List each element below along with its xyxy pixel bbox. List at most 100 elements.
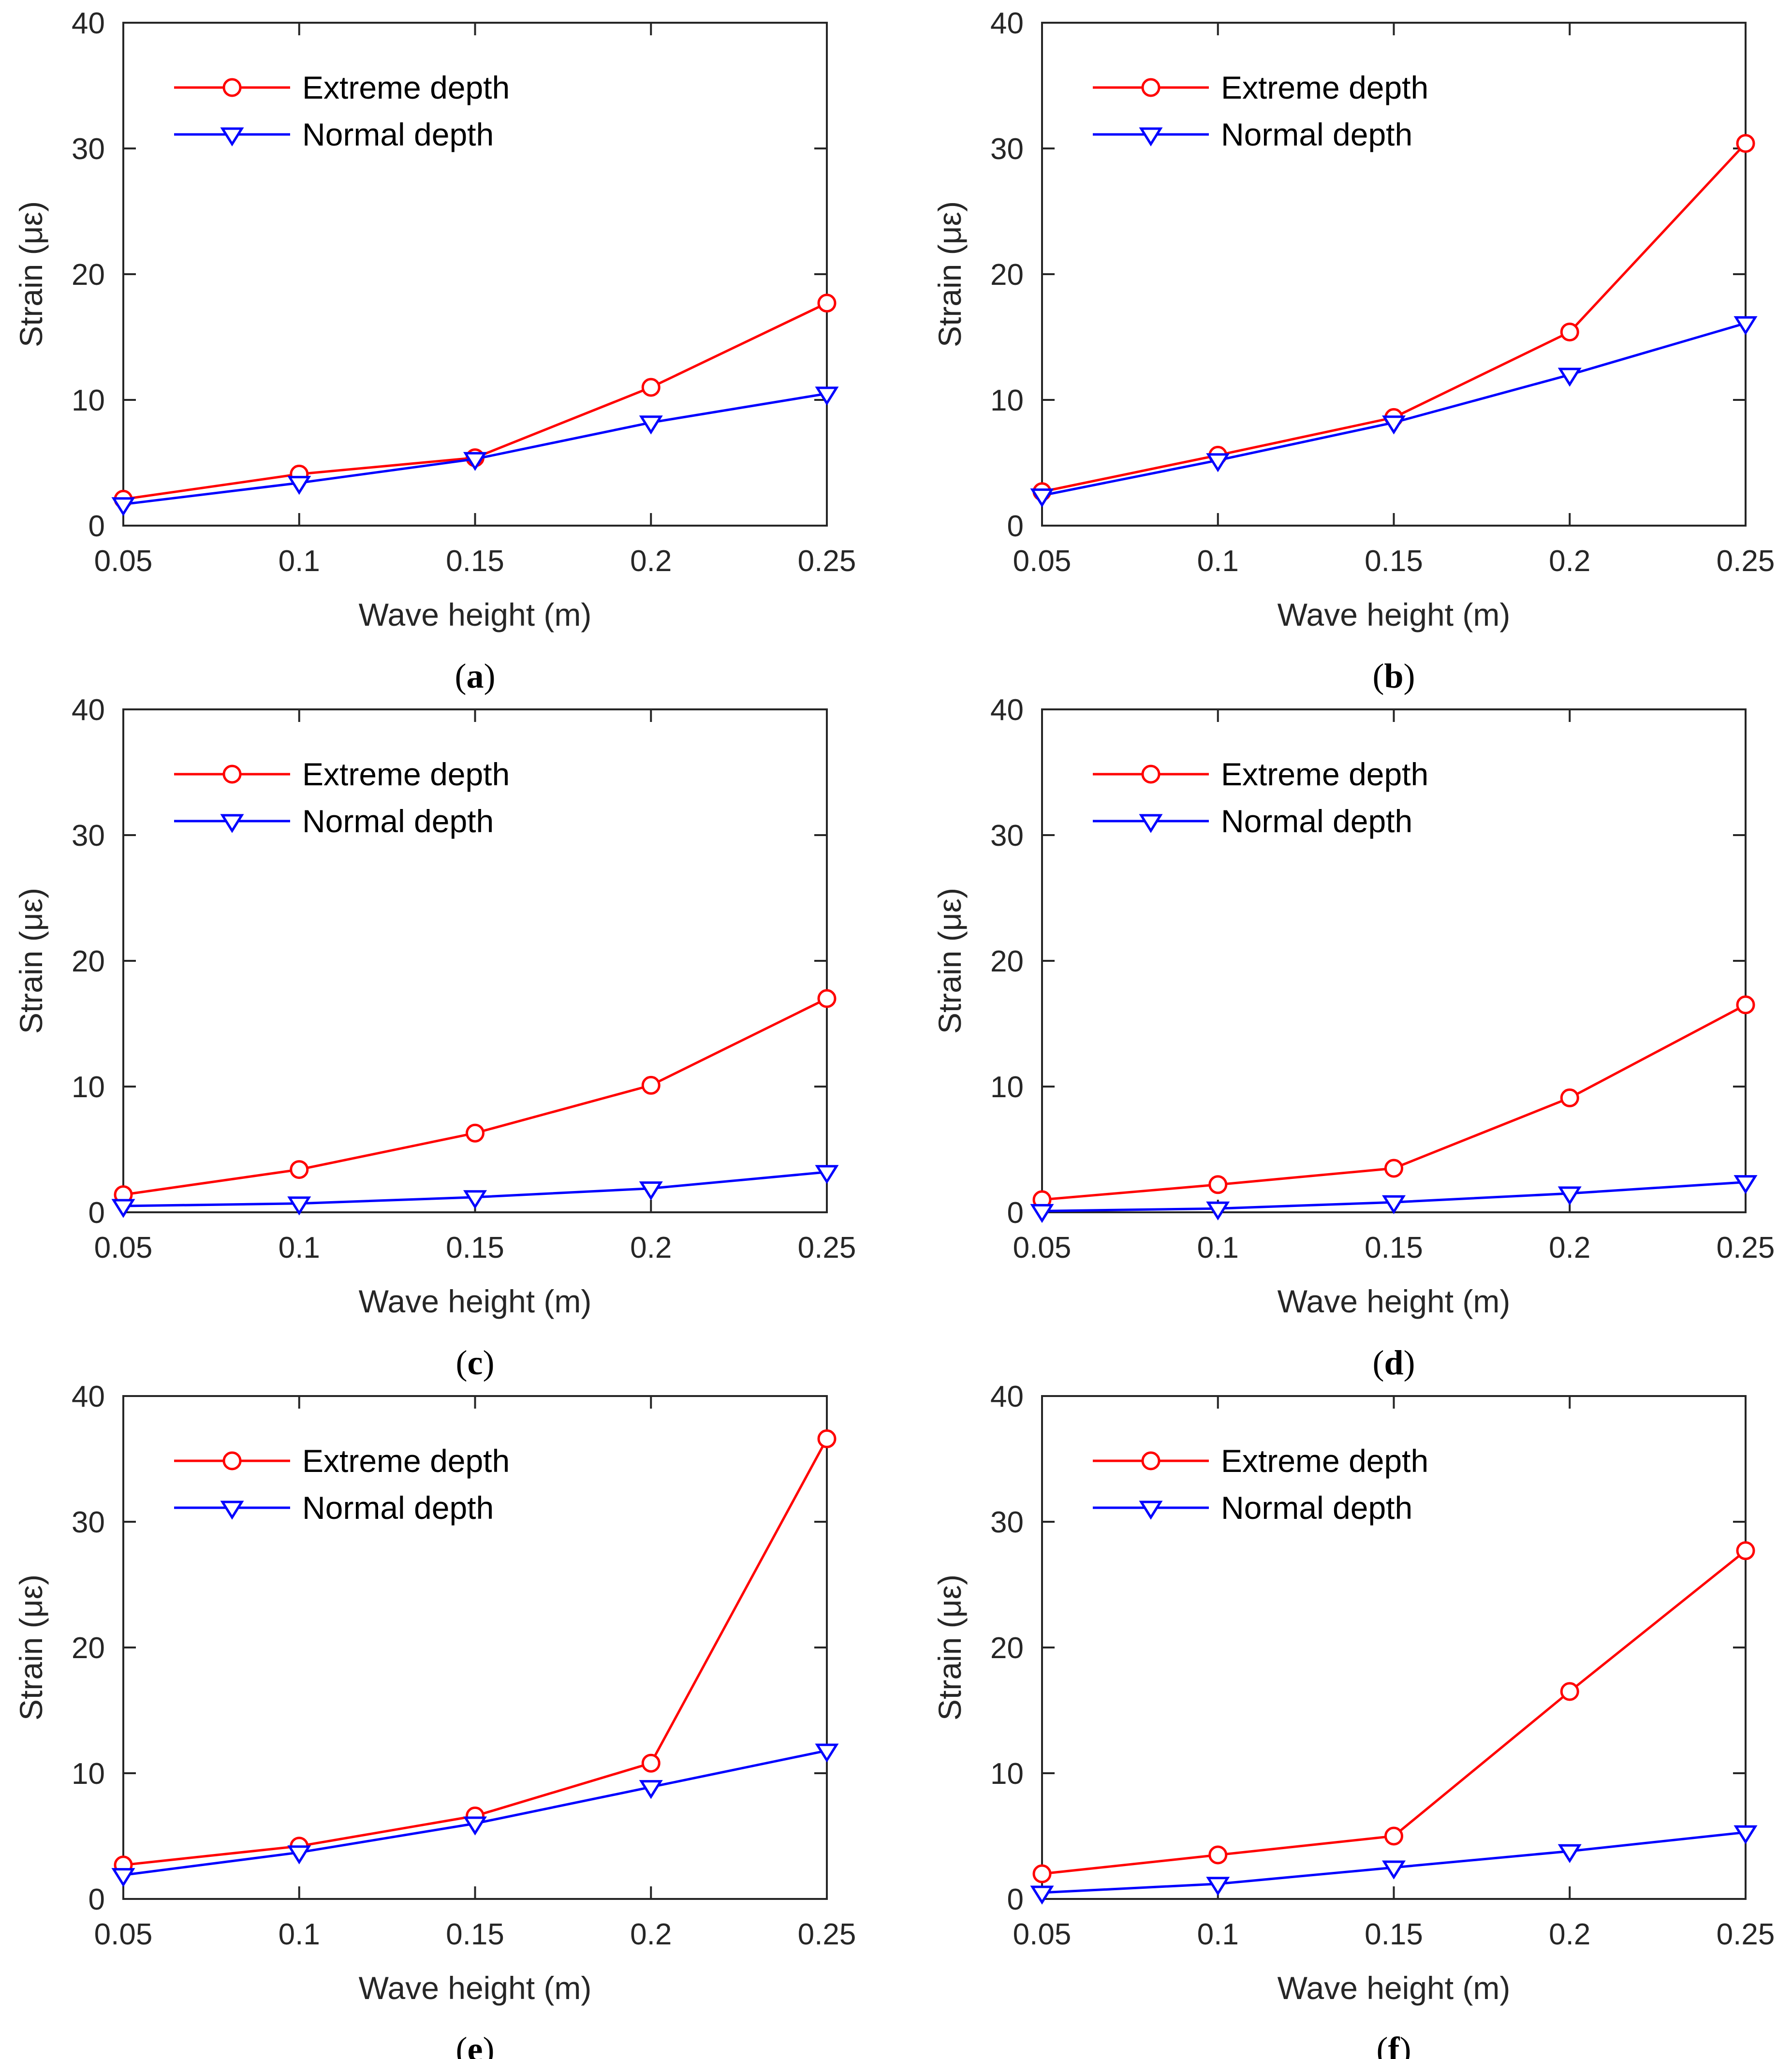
legend-label-extreme-depth: Extreme depth [302, 70, 510, 105]
legend-marker-extreme-depth [222, 1451, 242, 1471]
data-point-normal-depth [1557, 1186, 1582, 1206]
data-point-normal-depth [815, 1743, 839, 1763]
legend-label-extreme-depth: Extreme depth [1221, 1443, 1428, 1479]
y-tick-label: 40 [72, 693, 105, 727]
data-point-extreme-depth [641, 378, 661, 397]
y-axis-title: Strain (με) [932, 888, 968, 1034]
y-tick-label: 30 [72, 132, 105, 166]
x-tick-label: 0.15 [1365, 1918, 1423, 1951]
x-tick-label: 0.05 [94, 1918, 153, 1951]
data-point-extreme-depth [1208, 1175, 1228, 1194]
data-point-normal-depth [463, 1816, 487, 1836]
data-point-extreme-depth [641, 1075, 661, 1095]
data-point-normal-depth [111, 1199, 135, 1218]
data-point-normal-depth [287, 1845, 311, 1865]
data-point-normal-depth [111, 1868, 135, 1887]
plot-area [1041, 708, 1747, 1213]
x-tick-label: 0.05 [1013, 1231, 1072, 1265]
chart-panel-f: 0.05 0.1 0.15 0.2 0.25 0 10 20 30 40 Wave height (… [932, 1380, 1775, 2059]
x-axis-title: Wave height (m) [359, 1970, 592, 2006]
data-point-normal-depth [1030, 1885, 1054, 1905]
legend-label-extreme-depth: Extreme depth [302, 1443, 510, 1479]
x-tick-label: 0.1 [279, 1918, 320, 1951]
y-tick-label: 10 [72, 1071, 105, 1104]
y-axis-title: Strain (με) [13, 888, 49, 1034]
x-tick-label: 0.1 [1197, 1918, 1239, 1951]
caption-paren-close: ) [483, 2030, 494, 2059]
panel-caption: (c) [456, 1343, 495, 1382]
x-tick-label: 0.15 [1365, 1231, 1423, 1265]
data-point-normal-depth [639, 415, 663, 435]
data-point-extreme-depth [1208, 1845, 1228, 1865]
y-tick-label: 20 [72, 945, 105, 978]
legend-marker-extreme-depth [1141, 1451, 1160, 1471]
data-point-extreme-depth [641, 1753, 661, 1773]
data-point-extreme-depth [466, 1123, 485, 1143]
panel-caption: (f) [1377, 2030, 1411, 2059]
y-tick-label: 30 [72, 1506, 105, 1539]
caption-paren-close: ) [1404, 1343, 1415, 1382]
chart-panel-c: 0.05 0.1 0.15 0.2 0.25 0 10 20 30 40 Wave height (… [13, 693, 856, 1382]
data-point-normal-depth [1733, 316, 1758, 336]
data-point-normal-depth [1381, 1195, 1406, 1214]
legend-marker-normal-depth [1139, 814, 1163, 833]
x-tick-label: 0.05 [1013, 1918, 1072, 1951]
legend-label-normal-depth: Normal depth [302, 1490, 494, 1526]
x-tick-label: 0.25 [798, 544, 856, 578]
y-tick-label: 10 [990, 1757, 1024, 1791]
y-tick-label: 40 [990, 1380, 1024, 1413]
data-point-extreme-depth [1032, 1864, 1052, 1883]
y-tick-label: 30 [72, 819, 105, 853]
data-point-normal-depth [815, 1165, 839, 1184]
data-point-extreme-depth [1736, 1541, 1755, 1560]
caption-paren-close: ) [1399, 2030, 1411, 2059]
y-tick-label: 40 [72, 7, 105, 40]
data-point-normal-depth [1206, 1201, 1230, 1221]
data-point-normal-depth [463, 1190, 487, 1209]
caption-paren-close: ) [483, 1343, 494, 1382]
data-point-extreme-depth [817, 294, 837, 313]
caption-paren-open: ( [455, 657, 467, 695]
data-point-extreme-depth [1560, 1682, 1579, 1701]
chart-panel-b: 0.05 0.1 0.15 0.2 0.25 0 10 20 30 40 Wave height (… [932, 7, 1775, 695]
legend-marker-normal-depth [220, 1500, 244, 1520]
x-tick-label: 0.15 [446, 1231, 504, 1265]
legend-label-normal-depth: Normal depth [302, 117, 494, 152]
data-point-normal-depth [1206, 1877, 1230, 1896]
chart-panel-d: 0.05 0.1 0.15 0.2 0.25 0 10 20 30 40 Wave height (… [932, 693, 1775, 1382]
panel-caption: (e) [456, 2030, 495, 2059]
y-tick-label: 0 [1007, 1196, 1024, 1230]
x-axis-title: Wave height (m) [359, 1283, 592, 1319]
legend-label-normal-depth: Normal depth [1221, 803, 1412, 839]
x-tick-label: 0.25 [1717, 1918, 1775, 1951]
plot-area [122, 22, 828, 527]
data-point-normal-depth [1381, 1860, 1406, 1880]
y-axis-title: Strain (με) [13, 201, 49, 347]
data-point-normal-depth [639, 1181, 663, 1201]
data-point-normal-depth [287, 476, 311, 495]
legend-label-extreme-depth: Extreme depth [1221, 70, 1428, 105]
y-tick-label: 0 [1007, 1883, 1024, 1916]
y-tick-label: 10 [72, 1757, 105, 1791]
x-tick-label: 0.2 [1549, 1231, 1590, 1265]
x-tick-label: 0.2 [630, 544, 672, 578]
y-tick-label: 30 [990, 819, 1024, 853]
data-point-extreme-depth [817, 1429, 837, 1448]
x-tick-label: 0.1 [1197, 544, 1239, 578]
y-axis-title: Strain (με) [932, 1574, 968, 1721]
x-axis-title: Wave height (m) [359, 597, 592, 632]
y-tick-label: 10 [990, 1071, 1024, 1104]
legend-marker-normal-depth [220, 127, 244, 147]
y-tick-label: 30 [990, 132, 1024, 166]
plot-area [1041, 1395, 1747, 1900]
panel-caption: (a) [455, 657, 496, 695]
data-point-extreme-depth [1384, 1826, 1403, 1846]
caption-paren-close: ) [484, 657, 496, 695]
data-point-normal-depth [463, 452, 487, 471]
x-tick-label: 0.15 [1365, 544, 1423, 578]
y-tick-label: 0 [1007, 510, 1024, 543]
legend-marker-extreme-depth [1141, 78, 1160, 97]
x-tick-label: 0.05 [1013, 544, 1072, 578]
y-tick-label: 20 [990, 945, 1024, 978]
x-axis-title: Wave height (m) [1278, 1970, 1511, 2006]
